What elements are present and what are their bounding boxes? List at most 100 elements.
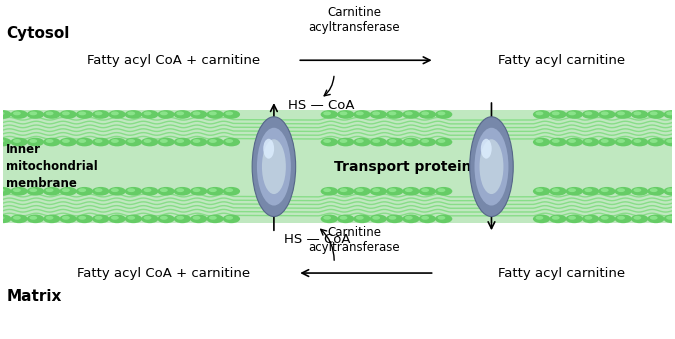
Ellipse shape — [209, 112, 217, 115]
Ellipse shape — [666, 139, 674, 143]
Ellipse shape — [389, 216, 396, 220]
Ellipse shape — [29, 112, 37, 115]
Ellipse shape — [76, 187, 93, 196]
Ellipse shape — [160, 112, 168, 115]
Text: HS — CoA: HS — CoA — [288, 99, 354, 112]
Ellipse shape — [13, 112, 21, 115]
Ellipse shape — [633, 216, 641, 220]
Ellipse shape — [223, 215, 240, 223]
Ellipse shape — [109, 110, 126, 119]
Ellipse shape — [176, 112, 184, 115]
Ellipse shape — [209, 139, 217, 143]
Ellipse shape — [582, 110, 599, 119]
Ellipse shape — [0, 110, 11, 119]
Ellipse shape — [27, 138, 44, 146]
Ellipse shape — [192, 188, 200, 192]
Ellipse shape — [62, 139, 70, 143]
Ellipse shape — [144, 112, 151, 115]
Ellipse shape — [190, 187, 207, 196]
Ellipse shape — [10, 215, 28, 223]
Ellipse shape — [372, 139, 380, 143]
Ellipse shape — [631, 138, 648, 146]
Ellipse shape — [353, 215, 371, 223]
Text: Fatty acyl carnitine: Fatty acyl carnitine — [498, 54, 625, 67]
Ellipse shape — [141, 110, 159, 119]
Ellipse shape — [481, 139, 491, 159]
Ellipse shape — [372, 216, 380, 220]
Ellipse shape — [109, 187, 126, 196]
Ellipse shape — [552, 188, 560, 192]
Ellipse shape — [59, 187, 77, 196]
Ellipse shape — [389, 139, 396, 143]
Ellipse shape — [647, 187, 665, 196]
Ellipse shape — [568, 139, 576, 143]
Ellipse shape — [92, 215, 109, 223]
Ellipse shape — [552, 112, 560, 115]
Ellipse shape — [10, 138, 28, 146]
Ellipse shape — [192, 216, 200, 220]
Ellipse shape — [29, 188, 37, 192]
Ellipse shape — [160, 188, 168, 192]
Text: Inner
mitochondrial
membrane: Inner mitochondrial membrane — [6, 143, 98, 190]
Ellipse shape — [418, 138, 436, 146]
Ellipse shape — [614, 215, 632, 223]
Ellipse shape — [207, 110, 223, 119]
Ellipse shape — [356, 112, 364, 115]
Ellipse shape — [76, 110, 93, 119]
Ellipse shape — [631, 215, 648, 223]
Ellipse shape — [92, 187, 109, 196]
Ellipse shape — [535, 112, 543, 115]
Ellipse shape — [46, 188, 53, 192]
Ellipse shape — [109, 215, 126, 223]
Ellipse shape — [46, 216, 53, 220]
Ellipse shape — [402, 138, 420, 146]
Ellipse shape — [59, 215, 77, 223]
Ellipse shape — [111, 216, 119, 220]
Ellipse shape — [386, 187, 404, 196]
Ellipse shape — [323, 188, 331, 192]
Ellipse shape — [207, 215, 223, 223]
Ellipse shape — [418, 110, 436, 119]
Ellipse shape — [173, 138, 191, 146]
Ellipse shape — [173, 215, 191, 223]
Ellipse shape — [59, 110, 77, 119]
Ellipse shape — [614, 138, 632, 146]
Ellipse shape — [601, 139, 609, 143]
Ellipse shape — [223, 110, 240, 119]
Ellipse shape — [533, 110, 550, 119]
Ellipse shape — [95, 112, 103, 115]
Ellipse shape — [92, 138, 109, 146]
Ellipse shape — [29, 216, 37, 220]
Ellipse shape — [372, 188, 380, 192]
Text: Fatty acyl CoA + carnitine: Fatty acyl CoA + carnitine — [87, 54, 260, 67]
Ellipse shape — [650, 188, 657, 192]
Ellipse shape — [176, 188, 184, 192]
Ellipse shape — [405, 139, 412, 143]
Ellipse shape — [566, 138, 583, 146]
Ellipse shape — [0, 216, 5, 220]
Ellipse shape — [353, 110, 371, 119]
Ellipse shape — [650, 112, 657, 115]
Ellipse shape — [323, 216, 331, 220]
Ellipse shape — [601, 188, 609, 192]
Ellipse shape — [321, 110, 338, 119]
Ellipse shape — [617, 112, 625, 115]
Ellipse shape — [437, 188, 446, 192]
Ellipse shape — [370, 215, 387, 223]
Ellipse shape — [585, 139, 593, 143]
Ellipse shape — [337, 187, 354, 196]
Ellipse shape — [225, 188, 233, 192]
Ellipse shape — [402, 187, 420, 196]
Ellipse shape — [144, 216, 151, 220]
Ellipse shape — [62, 216, 70, 220]
Ellipse shape — [353, 138, 371, 146]
Ellipse shape — [223, 187, 240, 196]
Ellipse shape — [664, 110, 675, 119]
Ellipse shape — [405, 112, 412, 115]
Ellipse shape — [647, 110, 665, 119]
Ellipse shape — [479, 139, 504, 194]
Ellipse shape — [321, 215, 338, 223]
Ellipse shape — [552, 139, 560, 143]
Ellipse shape — [128, 139, 135, 143]
Ellipse shape — [664, 187, 675, 196]
